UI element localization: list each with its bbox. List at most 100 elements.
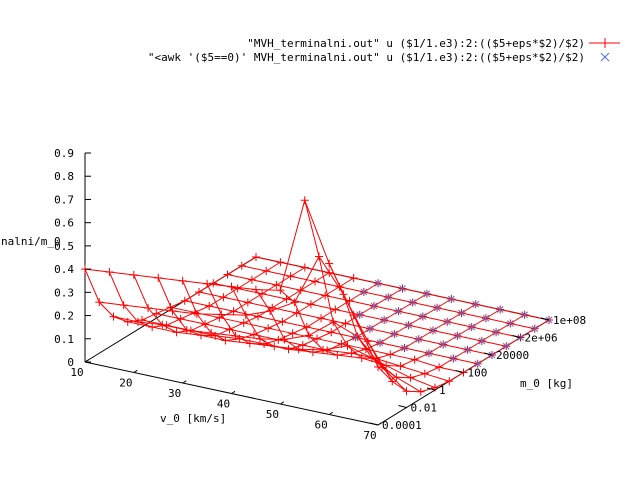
data-point-series-2 xyxy=(366,325,374,333)
data-point-series-1 xyxy=(311,277,319,286)
legend: "MVH_terminalni.out" u ($1/1.e3):2:(($5+… xyxy=(148,37,620,64)
data-point-series-1 xyxy=(341,319,350,328)
data-point-series-2 xyxy=(521,311,528,319)
data-point-series-1 xyxy=(256,334,264,343)
data-point-series-1 xyxy=(144,304,153,313)
data-point-series-2 xyxy=(405,321,412,329)
x-tick-mark xyxy=(280,401,285,405)
data-point-series-1 xyxy=(372,354,380,363)
data-point-series-1 xyxy=(296,286,305,295)
data-point-series-1 xyxy=(211,331,220,340)
x-tick-label: 60 xyxy=(315,419,328,432)
data-point-series-1 xyxy=(343,341,352,350)
data-point-series-1 xyxy=(225,325,234,334)
data-point-series-2 xyxy=(443,318,451,326)
data-point-series-1 xyxy=(95,298,104,307)
x-tick-label: 70 xyxy=(363,429,376,442)
data-point-series-1 xyxy=(445,377,454,386)
data-point-series-1 xyxy=(215,313,224,322)
data-point-series-1 xyxy=(195,288,203,296)
y-tick-mark xyxy=(540,317,550,321)
data-point-series-2 xyxy=(464,346,471,354)
data-point-series-1 xyxy=(331,305,340,314)
data-point-series-1 xyxy=(162,321,171,330)
data-point-series-1 xyxy=(247,275,256,284)
data-point-series-2 xyxy=(374,279,382,287)
data-point-series-1 xyxy=(178,276,187,285)
z-ticks: 0 0.1 0.2 0.3 0.4 0.5 0.6 0.7 0.8 0.9 xyxy=(54,147,91,369)
z-tick-label: 0.2 xyxy=(54,310,74,323)
data-point-series-1 xyxy=(286,272,295,281)
data-point-series-1 xyxy=(254,312,262,321)
data-point-series-1 xyxy=(361,345,370,354)
data-point-series-1 xyxy=(300,196,309,205)
data-point-series-2 xyxy=(454,332,461,340)
data-point-series-1 xyxy=(133,317,142,326)
y-tick-mark xyxy=(455,370,464,373)
y-tick-label: 0.01 xyxy=(411,402,438,415)
data-point-series-1 xyxy=(410,355,419,364)
data-point-series-1 xyxy=(349,274,358,282)
data-point-series-2 xyxy=(496,306,504,313)
data-point-series-1 xyxy=(298,341,307,350)
y-tick-label: 1 xyxy=(439,384,446,397)
data-point-series-2 xyxy=(502,342,510,350)
data-point-series-1 xyxy=(252,253,260,261)
data-point-series-1 xyxy=(435,363,444,372)
x-tick-mark xyxy=(231,390,236,394)
data-point-series-1 xyxy=(245,339,254,348)
y-tick-mark xyxy=(512,335,521,338)
data-point-series-1 xyxy=(190,308,199,317)
data-point-series-2 xyxy=(492,328,500,336)
y-tick-label: 100 xyxy=(468,367,488,380)
data-point-series-2 xyxy=(474,360,482,368)
z-tick-label: 0.3 xyxy=(54,286,74,299)
data-point-series-1 xyxy=(335,282,344,291)
data-point-series-2 xyxy=(447,295,455,303)
data-point-series-1 xyxy=(327,328,336,337)
data-point-series-1 xyxy=(237,261,246,270)
z-tick-label: 0.9 xyxy=(54,147,74,160)
data-point-series-1 xyxy=(378,363,387,372)
data-point-series-1 xyxy=(205,302,214,310)
data-point-series-1 xyxy=(172,328,181,337)
data-point-series-2 xyxy=(429,327,437,334)
data-point-series-1 xyxy=(321,291,330,300)
data-point-series-1 xyxy=(402,387,411,396)
x-tick-mark xyxy=(133,369,138,373)
data-point-series-1 xyxy=(186,326,195,335)
data-point-series-1 xyxy=(105,268,114,277)
legend-entry-2-label: "<awk '($5==0)' MVH_terminalni.out" u ($… xyxy=(148,51,585,64)
data-point-series-2 xyxy=(370,302,378,310)
data-point-series-1 xyxy=(268,303,277,312)
data-point-series-1 xyxy=(272,281,281,289)
data-point-series-2 xyxy=(401,344,408,352)
data-point-series-1 xyxy=(278,317,287,326)
data-point-series-1 xyxy=(347,349,356,358)
data-point-series-1 xyxy=(227,282,236,291)
x-ticks: 10 20 30 40 50 60 70 xyxy=(70,359,382,442)
data-point-series-1 xyxy=(308,348,317,357)
z-tick-label: 0 xyxy=(67,356,74,369)
data-point-series-1 xyxy=(304,331,313,340)
data-point-series-1 xyxy=(192,309,201,318)
data-point-series-1 xyxy=(306,300,315,309)
data-point-series-1 xyxy=(123,317,132,326)
data-point-series-1 xyxy=(168,306,177,315)
z-tick-label: 0.5 xyxy=(54,240,74,253)
data-point-series-1 xyxy=(284,345,293,354)
x-tick-mark xyxy=(182,380,187,384)
data-point-series-1 xyxy=(221,336,230,345)
data-point-series-1 xyxy=(197,331,205,340)
data-point-series-1 xyxy=(260,339,269,348)
data-point-series-1 xyxy=(166,303,175,312)
data-point-series-1 xyxy=(313,334,321,343)
data-point-series-2 xyxy=(352,334,360,341)
y-tick-label: 1e+08 xyxy=(553,314,586,327)
series-2-points xyxy=(352,279,553,368)
data-point-series-1 xyxy=(235,334,244,343)
data-point-series-1 xyxy=(300,263,309,272)
data-point-series-2 xyxy=(399,285,406,292)
data-point-series-1 xyxy=(266,307,275,316)
x-tick-mark xyxy=(377,422,382,426)
